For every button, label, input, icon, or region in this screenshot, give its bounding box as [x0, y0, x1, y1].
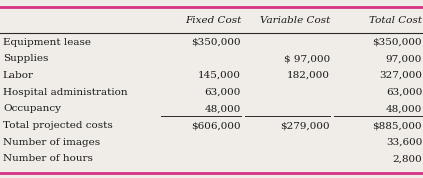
Text: Equipment lease: Equipment lease: [3, 38, 91, 47]
Text: Supplies: Supplies: [3, 54, 48, 63]
Text: 97,000: 97,000: [386, 54, 422, 63]
Text: 327,000: 327,000: [379, 71, 422, 80]
Text: 182,000: 182,000: [287, 71, 330, 80]
Text: Total projected costs: Total projected costs: [3, 121, 113, 130]
Text: Total Cost: Total Cost: [369, 16, 422, 25]
Text: 63,000: 63,000: [386, 88, 422, 97]
Text: 48,000: 48,000: [205, 104, 241, 113]
Text: Fixed Cost: Fixed Cost: [185, 16, 241, 25]
Text: $ 97,000: $ 97,000: [284, 54, 330, 63]
Text: Labor: Labor: [3, 71, 34, 80]
Text: $885,000: $885,000: [373, 121, 422, 130]
Text: Number of images: Number of images: [3, 138, 100, 147]
Text: $350,000: $350,000: [373, 38, 422, 47]
Text: 2,800: 2,800: [393, 155, 422, 163]
Text: Variable Cost: Variable Cost: [260, 16, 330, 25]
Text: 63,000: 63,000: [205, 88, 241, 97]
Text: 33,600: 33,600: [386, 138, 422, 147]
Text: Hospital administration: Hospital administration: [3, 88, 128, 97]
Text: Number of hours: Number of hours: [3, 155, 93, 163]
Text: 48,000: 48,000: [386, 104, 422, 113]
Text: $350,000: $350,000: [192, 38, 241, 47]
Text: $606,000: $606,000: [192, 121, 241, 130]
Text: 145,000: 145,000: [198, 71, 241, 80]
Text: $279,000: $279,000: [280, 121, 330, 130]
Text: Occupancy: Occupancy: [3, 104, 61, 113]
